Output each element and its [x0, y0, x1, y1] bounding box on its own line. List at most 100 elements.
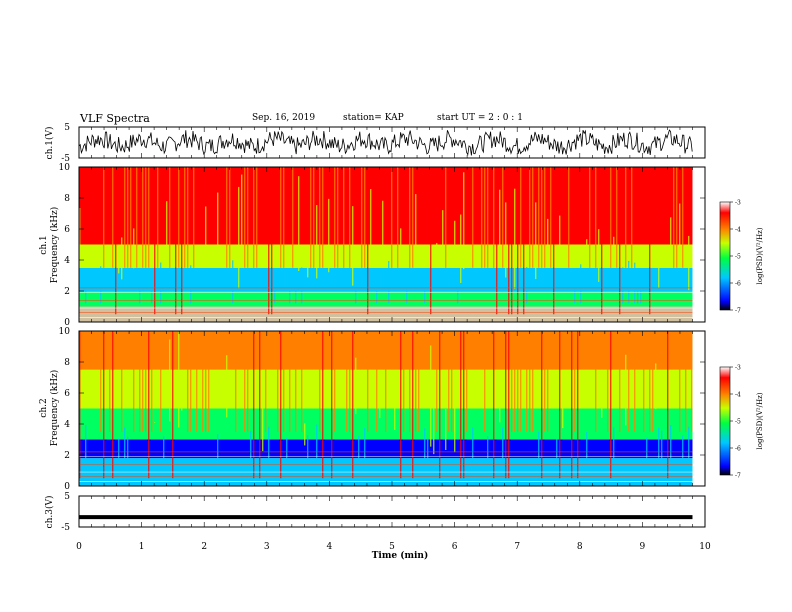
spectrogram-streak [367, 167, 369, 315]
spectrogram-streak [415, 194, 417, 262]
ch1-spectrogram-ylabel-channel: ch.1 [39, 235, 49, 254]
spectrogram-streak [253, 167, 255, 268]
frequency-tick-label: 2 [64, 451, 70, 461]
spectrogram-streak [175, 167, 177, 315]
colorbar-tick-label: -6 [735, 446, 741, 453]
spectrogram-streak [178, 331, 180, 428]
spectrogram-streak [631, 167, 633, 268]
spectrogram-streak [382, 200, 384, 248]
spectrogram-streak [406, 270, 408, 304]
spectrogram-streak [268, 426, 270, 468]
frequency-tick-label: 8 [64, 194, 70, 204]
observation-date: Sep. 16, 2019 [252, 113, 316, 123]
spectrogram-streak [295, 273, 297, 304]
spectrogram-streak [634, 262, 636, 304]
ch1-spectrogram-panel [79, 167, 693, 322]
spectrogram-streak [124, 167, 126, 268]
spectrogram-streak [328, 198, 330, 273]
spectrogram-streak [268, 167, 270, 315]
spectrogram-streak [343, 167, 345, 268]
spectrogram-streak [283, 331, 285, 432]
spectrogram-streak [235, 331, 237, 432]
spectrogram-band-2 [79, 267, 693, 291]
spectrogram-streak [316, 424, 318, 468]
spectrogram-band-4 [79, 167, 693, 245]
spectrogram-streak [184, 167, 186, 268]
spectrogram-streak [376, 273, 378, 304]
spectrogram-streak [436, 331, 438, 432]
spectrogram-streak [541, 167, 543, 268]
time-axis-tick-label: 7 [514, 542, 520, 552]
frequency-tick-label: 8 [64, 358, 70, 368]
spectrogram-streak [424, 273, 426, 304]
spectrogram-streak [349, 331, 351, 432]
spectrogram-streak [508, 167, 510, 315]
spectrogram-streak [643, 331, 645, 432]
ch1-waveform-line [78, 129, 693, 156]
spectrogram-streak [625, 167, 627, 268]
spectrogram-streak [181, 369, 183, 411]
spectrogram-streak [520, 331, 522, 432]
ch2-spectrogram-ylabel-channel: ch.2 [39, 398, 49, 417]
spectrogram-streak [121, 237, 123, 280]
ch2-spectrogram-ytick-labels: 0 2 4 6 8 10 [59, 327, 705, 492]
spectrogram-streak [628, 331, 630, 432]
spectrogram-streak [229, 167, 231, 268]
colorbar-tick-label: -3 [735, 200, 741, 207]
spectrogram-streak [298, 176, 300, 271]
spectrogram-streak [640, 273, 642, 304]
spectrogram-streak [658, 427, 660, 468]
spectrogram-streak [499, 189, 501, 247]
spectrogram-streak [85, 425, 87, 468]
colorbar-tick-label: -7 [735, 308, 741, 315]
spectrogram-streak [691, 331, 693, 432]
spectrogram-streak [322, 331, 324, 479]
spectrogram-streak [457, 271, 459, 304]
spectrogram-streak [439, 331, 441, 479]
spectrogram-streak [655, 363, 657, 410]
spectrogram-streak [370, 189, 372, 254]
spectrogram-streak [121, 331, 123, 432]
spectrogram-streak [637, 275, 639, 304]
spectrogram-streak [208, 331, 210, 432]
time-axis-tick-label: 8 [577, 542, 583, 552]
spectrogram-streak [610, 331, 612, 479]
spectrogram-streak [487, 167, 489, 268]
spectrogram-streak [379, 398, 381, 419]
spectrogram-streak [586, 432, 588, 468]
spectrogram-streak [685, 331, 687, 432]
spectrogram-streak [472, 427, 474, 468]
spectrogram-streak [463, 331, 465, 479]
ch2-colorbar: -3 -4 -5 -6 -7 log(PSD)(V²/Hz) [719, 365, 764, 480]
spectrogram-streak [169, 339, 171, 422]
spectrogram-streak [658, 250, 660, 288]
start-time-label: start UT = 2 : 0 : 1 [437, 113, 523, 123]
ch1-spectrogram-ytick-labels: 0 2 4 6 8 10 [59, 163, 705, 328]
spectrogram-streak [301, 331, 303, 432]
spectrogram-streak [460, 214, 462, 283]
spectrogram-streak [409, 167, 411, 268]
spectrogram-streak [418, 331, 420, 432]
spectrogram-streak [310, 167, 312, 268]
frequency-tick-label: 0 [64, 482, 70, 492]
spectrogram-streak [505, 331, 507, 479]
spectrogram-band-1 [79, 291, 693, 307]
spectrogram-streak [400, 331, 402, 479]
spectrogram-streak [187, 167, 189, 268]
axis-ticks [78, 127, 706, 527]
spectrogram-streak [550, 167, 552, 268]
spectrogram-streak [673, 167, 675, 268]
spectrogram-streak [217, 192, 219, 251]
spectrogram-streak [127, 167, 129, 268]
spectrogram-streak [301, 267, 303, 304]
time-axis-tick-label: 0 [76, 542, 82, 552]
time-axis-tick-label: 5 [389, 542, 395, 552]
spectrogram-streak [349, 167, 351, 268]
spectrogram-streak [250, 431, 252, 468]
ch1-colorbar-ticks: -3 -4 -5 -6 -7 [730, 200, 741, 315]
spectrogram-streak [265, 331, 267, 432]
spectrogram-streak [454, 406, 456, 453]
spectrogram-streak [445, 409, 447, 450]
ch1-colorbar-label: log(PSD)(V²/Hz) [756, 227, 764, 284]
